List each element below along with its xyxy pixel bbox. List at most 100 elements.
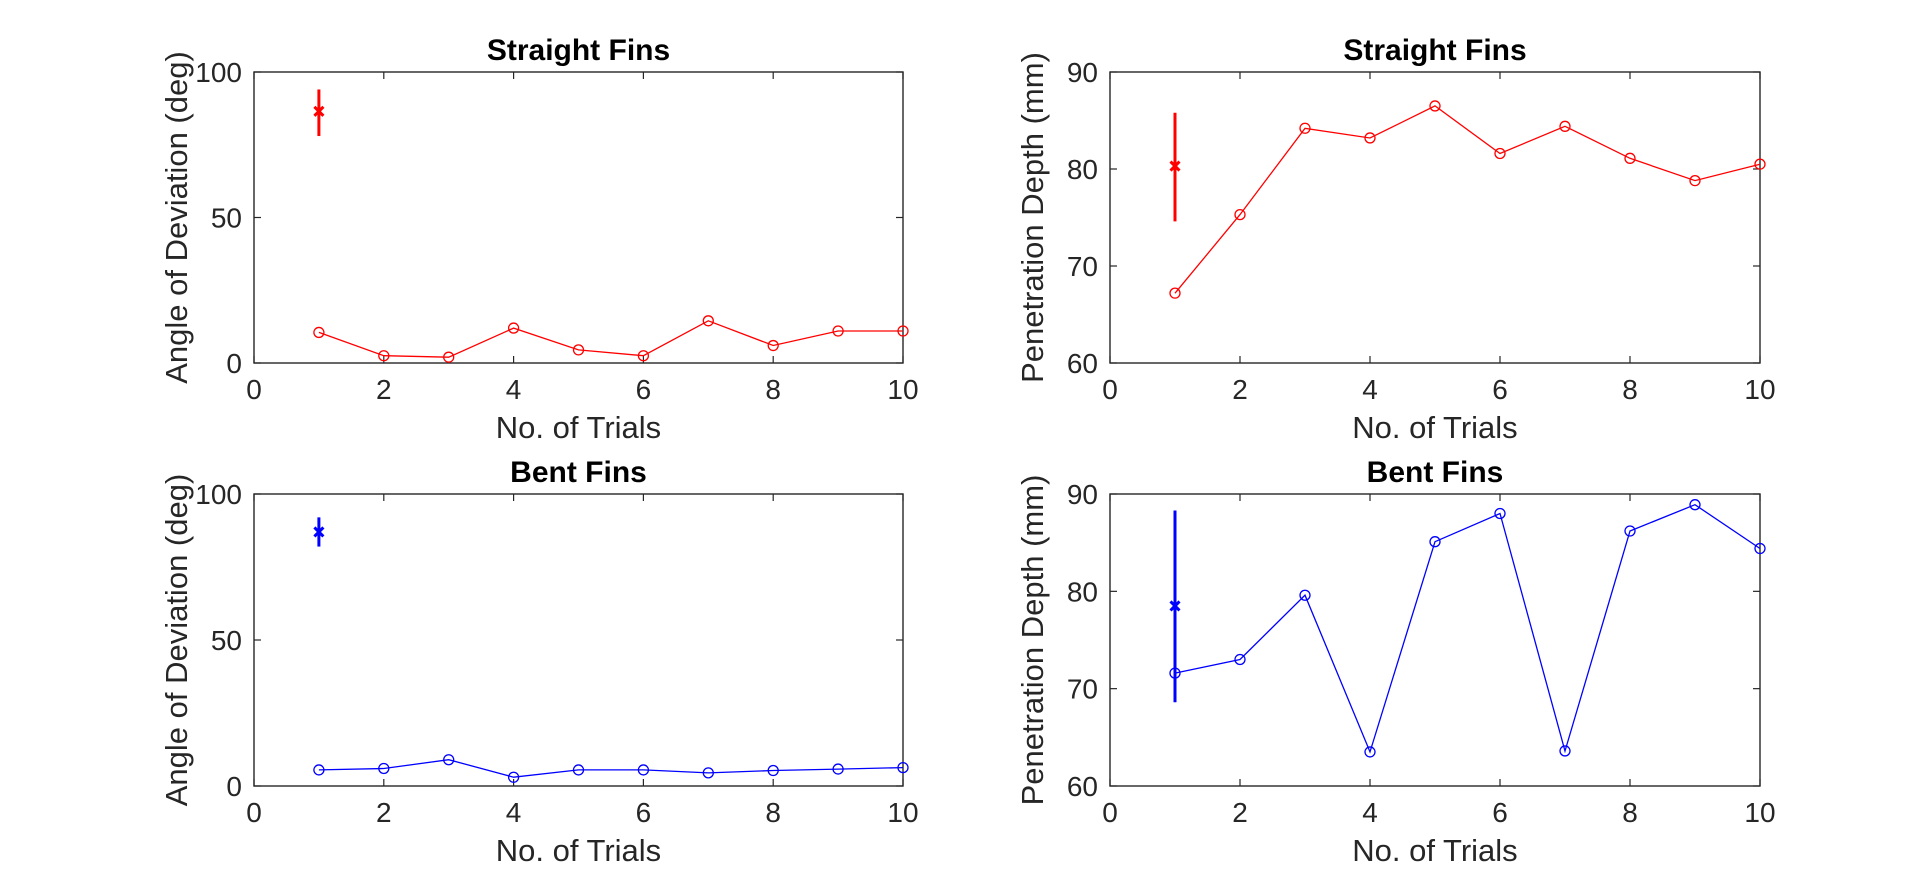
x-axis-label: No. of Trials (496, 833, 661, 868)
x-tick-label: 0 (1102, 797, 1118, 828)
x-tick-label: 4 (506, 797, 522, 828)
data-point (637, 350, 650, 362)
y-tick-label: 90 (1067, 57, 1098, 88)
x-tick-label: 6 (636, 797, 652, 828)
subplot-title: Bent Fins (1367, 456, 1504, 489)
y-tick-label: 90 (1067, 479, 1098, 510)
y-tick-label: 80 (1067, 576, 1098, 607)
data-point (507, 771, 520, 783)
data-point (1624, 152, 1636, 164)
data-point (1494, 507, 1506, 520)
data-point (378, 350, 390, 362)
data-point (1494, 147, 1506, 160)
y-tick-label: 0 (226, 771, 242, 802)
mean-marker (1169, 160, 1181, 172)
x-tick-label: 8 (765, 374, 781, 405)
data-point (1754, 542, 1766, 555)
data-point (1429, 100, 1441, 112)
x-tick-label: 2 (1232, 374, 1248, 405)
series-line (1174, 503, 1761, 754)
x-tick-label: 6 (1492, 374, 1508, 405)
data-point (702, 315, 714, 327)
x-tick-label: 6 (636, 374, 652, 405)
y-tick-label: 50 (211, 203, 242, 234)
series-line (318, 320, 903, 358)
y-tick-label: 60 (1067, 771, 1098, 802)
mean-marker (313, 105, 325, 117)
series-line (1174, 105, 1761, 294)
data-point (443, 754, 455, 766)
data-point (1234, 208, 1246, 221)
x-axis-label: No. of Trials (496, 410, 661, 445)
series-line (318, 759, 904, 778)
subplot-4: 0 2 4 6 8 10 60 70 80 90 Bent Fins No. of Trials Pen… (1015, 456, 1776, 868)
y-tick-label: 80 (1067, 154, 1098, 185)
axes-box (253, 493, 904, 787)
data-point (507, 322, 520, 334)
axes-box (253, 71, 904, 364)
x-tick-label: 10 (1744, 374, 1775, 405)
data-point (1429, 536, 1441, 548)
x-axis-label: No. of Trials (1352, 833, 1517, 868)
x-tick-label: 4 (1362, 374, 1378, 405)
y-tick-label: 0 (226, 348, 242, 379)
data-point (1754, 158, 1766, 170)
x-tick-label: 8 (1622, 374, 1638, 405)
x-tick-label: 10 (1744, 797, 1775, 828)
data-point (313, 326, 325, 339)
y-axis-label: Angle of Deviation (deg) (159, 51, 194, 384)
data-point (1624, 525, 1636, 537)
y-tick-label: 70 (1067, 674, 1098, 705)
data-point (1364, 746, 1376, 758)
data-point (832, 325, 844, 337)
data-point (1559, 745, 1571, 757)
axes-box (1109, 71, 1761, 364)
data-point (572, 764, 585, 776)
data-point (702, 767, 714, 779)
data-point (378, 762, 390, 775)
y-tick-label: 100 (195, 57, 242, 88)
x-tick-label: 2 (376, 797, 392, 828)
y-axis-label: Penetration Depth (mm) (1015, 52, 1050, 383)
x-tick-label: 6 (1492, 797, 1508, 828)
axes-box (1109, 493, 1761, 787)
y-axis-label: Penetration Depth (mm) (1015, 475, 1050, 806)
data-point (443, 351, 455, 363)
data-point (313, 764, 325, 776)
x-tick-label: 10 (887, 797, 918, 828)
x-tick-label: 2 (1232, 797, 1248, 828)
data-point (767, 764, 779, 777)
x-axis-label: No. of Trials (1352, 410, 1517, 445)
data-point (1169, 287, 1181, 299)
x-tick-label: 0 (246, 797, 262, 828)
data-point (637, 764, 650, 776)
data-point (1559, 120, 1571, 132)
data-point (1364, 132, 1376, 144)
data-point (1689, 499, 1701, 511)
data-point (572, 344, 585, 356)
mean-marker (313, 526, 325, 538)
y-tick-label: 60 (1067, 348, 1098, 379)
mean-marker (1169, 600, 1181, 612)
x-tick-label: 2 (376, 374, 392, 405)
x-tick-label: 4 (506, 374, 522, 405)
x-tick-label: 0 (1102, 374, 1118, 405)
data-point (897, 761, 909, 774)
x-tick-label: 0 (246, 374, 262, 405)
x-tick-label: 4 (1362, 797, 1378, 828)
data-point (1689, 174, 1701, 187)
data-point (767, 339, 779, 352)
x-tick-label: 10 (887, 374, 918, 405)
data-point (832, 763, 844, 775)
subplot-title: Straight Fins (1343, 34, 1526, 67)
data-point (1299, 589, 1311, 601)
data-point (897, 325, 909, 337)
y-tick-label: 100 (195, 479, 242, 510)
y-axis-label: Angle of Deviation (deg) (159, 474, 194, 807)
x-tick-label: 8 (765, 797, 781, 828)
y-tick-label: 50 (211, 625, 242, 656)
subplot-title: Straight Fins (487, 34, 670, 67)
